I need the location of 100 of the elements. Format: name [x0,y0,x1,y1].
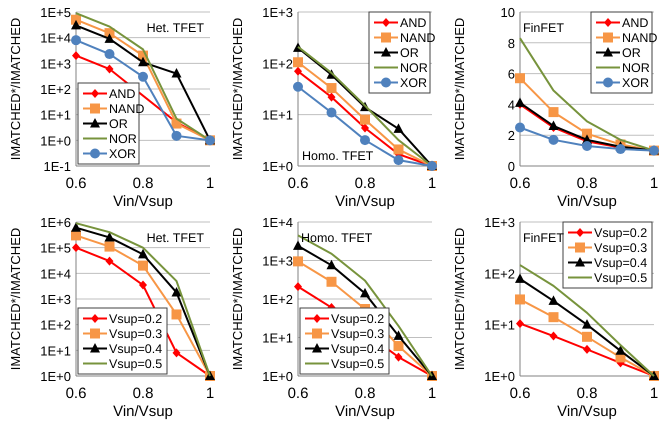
point [172,130,182,141]
point [394,144,404,154]
y-axis-title: IMATCHED*/IMATCHED [230,18,245,160]
x-tick-label: 0.8 [132,175,154,192]
point [294,282,302,292]
y-tick-label: 1E+0 [484,369,515,384]
y-tick-label: 1E-1 [44,159,71,174]
point [106,256,114,266]
point [326,260,336,270]
y-tick-label: 1E+3 [40,56,71,72]
legend-label: Vsup=0.4 [594,256,648,270]
y-tick-label: 1E+6 [40,215,71,230]
point [138,72,148,82]
y-tick-label: 0 [508,159,515,174]
y-tick-label: 4 [508,97,515,112]
point [515,294,525,304]
x-axis-title: Vin/Vsup [335,193,395,210]
x-tick-label: 0.8 [354,175,376,192]
y-tick-label: 8 [508,36,515,51]
point [138,56,148,66]
x-axis-title: Vin/Vsup [113,403,173,420]
point [550,332,558,341]
legend-label: Vsup=0.4 [109,342,162,356]
point [548,312,558,322]
point [515,97,525,107]
point [326,108,336,118]
y-tick-label: 6 [508,66,515,82]
x-tick-label: 0.8 [576,385,598,402]
y-axis-title: IMATCHED*/IMATCHED [8,228,23,370]
y-tick-label: 1E+1 [40,343,71,358]
legend-label: OR [400,46,419,60]
y-axis-title: IMATCHED*/IMATCHED [452,228,467,370]
y-tick-label: 1E+4 [262,215,293,230]
y-axis-title: IMATCHED*/IMATCHED [452,18,467,160]
point [548,120,558,130]
text: Homo. TFET [301,231,373,245]
point [394,330,404,340]
point [582,319,592,329]
x-tick-label: 1 [206,175,214,192]
x-tick-label: 1 [206,385,214,402]
legend-label: Vsup=0.5 [331,357,384,371]
point [104,232,114,242]
legend-label: XOR [400,76,428,90]
x-tick-label: 0.6 [510,175,530,192]
point [71,222,81,232]
y-tick-label: 1E+3 [40,292,71,307]
point [328,92,336,102]
point [293,82,303,92]
y-tick-label: 1E+2 [262,56,293,72]
point [172,348,180,358]
legend-label: OR [622,46,641,60]
y-axis-title: IMATCHED*/IMATCHED [8,18,23,160]
y-tick-label: 1E+2 [40,318,71,333]
legend-label: NOR [622,61,650,75]
point [360,114,370,125]
y-tick-label: 1E+0 [262,369,293,384]
x-tick-label: 0.8 [354,385,376,402]
y-tick-label: 1E+0 [40,369,71,384]
point [294,66,302,76]
legend-label: Vsup=0.2 [109,312,162,326]
y-tick-label: 1E+2 [262,292,293,307]
point [293,57,303,68]
point [516,319,524,328]
legend-label: AND [622,16,648,30]
y-tick-label: 1E+1 [262,108,293,123]
point [515,73,525,84]
point [106,64,114,74]
x-tick-label: 0.6 [288,175,308,192]
legend-label: Vsup=0.5 [109,357,162,371]
y-tick-label: 1E+2 [484,266,515,282]
y-tick-label: 1E+5 [40,240,71,256]
point [326,83,336,94]
point [515,122,525,132]
point [582,140,592,151]
point [326,276,336,287]
y-tick-label: 1E+2 [40,82,71,97]
y-tick-label: 2 [508,128,515,144]
legend-label: Vsup=0.4 [331,342,384,356]
x-tick-label: 1 [650,175,658,192]
y-tick-label: 1E+3 [262,5,293,20]
point [548,107,558,118]
point [72,243,80,252]
point [172,68,182,78]
point [360,135,370,146]
y-tick-label: 1E+1 [40,108,71,123]
point [515,273,525,283]
x-tick-label: 0.8 [576,175,598,192]
y-tick-label: 1E+1 [484,318,515,333]
point [394,352,402,362]
x-tick-label: 1 [428,175,436,192]
legend-label: Vsup=0.3 [331,327,384,341]
point [616,345,626,355]
text: Homo. TFET [302,149,374,163]
x-tick-label: 0.6 [510,385,530,402]
point [293,256,303,266]
x-tick-label: 1 [428,385,436,402]
point [360,288,370,298]
point [548,295,558,305]
point [394,123,404,133]
point [71,35,81,46]
